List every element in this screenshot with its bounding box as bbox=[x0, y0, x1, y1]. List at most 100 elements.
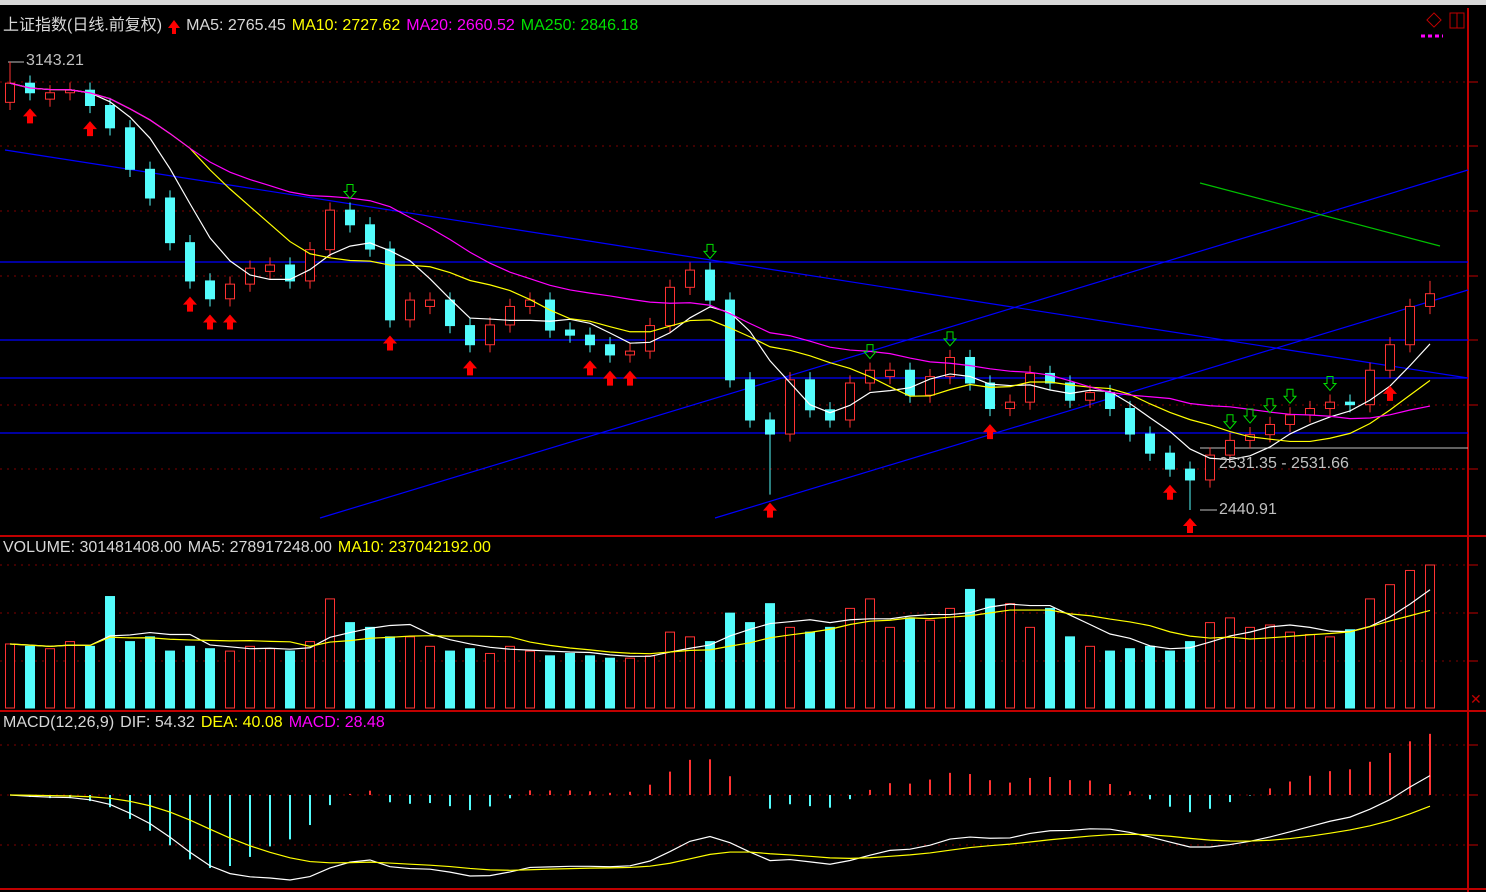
volume-bar bbox=[1305, 633, 1315, 709]
volume-bar bbox=[1005, 603, 1015, 709]
candle-body bbox=[445, 299, 455, 327]
ma10-line bbox=[9, 82, 1431, 443]
buy-arrow-icon bbox=[603, 370, 617, 386]
volume-bar bbox=[345, 622, 355, 709]
dif-value: DIF: 54.32 bbox=[120, 714, 195, 731]
volume-bar bbox=[1165, 650, 1175, 709]
candle-body bbox=[1045, 372, 1055, 384]
close-pane-icon: ✕ bbox=[1470, 691, 1482, 707]
candle-body bbox=[645, 325, 655, 352]
volume-bar bbox=[805, 631, 815, 709]
volume-bar bbox=[465, 648, 475, 709]
volume-bar bbox=[45, 648, 55, 709]
volume-ma10-line bbox=[9, 609, 1431, 655]
candle-body bbox=[625, 350, 635, 356]
volume-bar bbox=[985, 598, 995, 709]
buy-arrow-icon bbox=[463, 360, 477, 376]
volume-bar bbox=[205, 648, 215, 709]
volume-bar bbox=[265, 648, 275, 709]
candle-body bbox=[665, 286, 675, 327]
sell-arrow-icon bbox=[342, 183, 358, 200]
dif-line bbox=[9, 775, 1431, 881]
volume-bar bbox=[425, 645, 435, 709]
volume-ma10: MA10: 237042192.00 bbox=[337, 539, 491, 556]
candle-body bbox=[325, 209, 335, 251]
candle-body bbox=[585, 334, 595, 346]
candle-body bbox=[125, 127, 135, 170]
candle-body bbox=[605, 344, 615, 356]
volume-bar bbox=[1045, 607, 1055, 709]
volume-bar bbox=[705, 641, 715, 709]
candle-body bbox=[805, 379, 815, 411]
volume-ma5: MA5: 278917248.00 bbox=[187, 539, 332, 556]
buy-arrow-icon bbox=[203, 314, 217, 330]
candle-body bbox=[1225, 439, 1235, 456]
volume-bar bbox=[105, 596, 115, 709]
candle-body bbox=[365, 224, 375, 250]
buy-arrow-icon bbox=[1163, 484, 1177, 500]
up-arrow-icon bbox=[168, 20, 181, 34]
volume-bar bbox=[645, 655, 655, 709]
trend-line bbox=[319, 169, 1469, 519]
price-header: 上证指数(日线.前复权) MA5: 2765.45 MA10: 2727.62 MA2… bbox=[3, 11, 644, 35]
candle-body bbox=[1325, 401, 1335, 410]
candle-body bbox=[1425, 293, 1435, 307]
diamond-icon bbox=[1426, 12, 1442, 28]
volume-bar bbox=[5, 643, 15, 709]
volume-bar bbox=[1085, 645, 1095, 709]
index-title: 上证指数(日线.前复权) bbox=[3, 17, 163, 34]
candle-body bbox=[265, 264, 275, 272]
buy-arrow-icon bbox=[983, 424, 997, 440]
ma250-line bbox=[1199, 182, 1441, 247]
candle-body bbox=[845, 382, 855, 421]
volume-bar bbox=[825, 626, 835, 709]
buy-arrow-icon bbox=[583, 360, 597, 376]
candle-body bbox=[345, 209, 355, 226]
sell-arrow-icon bbox=[1242, 408, 1258, 424]
volume-bar bbox=[1285, 631, 1295, 709]
volume-bar bbox=[445, 650, 455, 709]
candle-body bbox=[1305, 408, 1315, 416]
volume-bar bbox=[865, 598, 875, 709]
volume-bar bbox=[325, 598, 335, 709]
candle-body bbox=[945, 356, 955, 378]
volume-bar bbox=[585, 655, 595, 709]
high-price-label: 3143.21 bbox=[26, 52, 84, 69]
candle-body bbox=[545, 299, 555, 331]
volume-bar bbox=[545, 655, 555, 709]
volume-bar bbox=[485, 652, 495, 709]
volume-bar bbox=[1125, 648, 1135, 709]
candle-body bbox=[45, 92, 55, 100]
candle-body bbox=[1025, 372, 1035, 403]
volume-bar bbox=[565, 652, 575, 709]
volume-bar bbox=[1205, 622, 1215, 709]
candle-body bbox=[385, 248, 395, 321]
candle-body bbox=[1005, 401, 1015, 410]
ma20-value: MA20: 2660.52 bbox=[406, 17, 515, 34]
volume-bar bbox=[785, 626, 795, 709]
ma250-value: MA250: 2846.18 bbox=[520, 17, 639, 34]
candle-body bbox=[1205, 454, 1215, 481]
macd-header: MACD(12,26,9) DIF: 54.32 DEA: 40.08 MACD: 2… bbox=[3, 714, 391, 732]
candle-body bbox=[165, 197, 175, 244]
volume-bar bbox=[1185, 641, 1195, 709]
macd-name: MACD(12,26,9) bbox=[3, 714, 115, 731]
buy-arrow-icon bbox=[1183, 518, 1197, 533]
volume-bar bbox=[505, 645, 515, 709]
candle-body bbox=[1105, 392, 1115, 410]
candle-body bbox=[425, 299, 435, 307]
candle-body bbox=[885, 369, 895, 378]
volume-header: VOLUME: 301481408.00 MA5: 278917248.00 MA1… bbox=[3, 539, 497, 557]
volume-bar bbox=[1245, 626, 1255, 709]
candle-body bbox=[1165, 452, 1175, 470]
volume-bar bbox=[405, 636, 415, 709]
candle-body bbox=[1405, 305, 1415, 346]
dea-line bbox=[9, 794, 1431, 871]
volume-bar bbox=[305, 641, 315, 709]
candle-body bbox=[1125, 408, 1135, 435]
volume-bar bbox=[145, 636, 155, 709]
volume-bar bbox=[365, 626, 375, 709]
volume-bar bbox=[665, 631, 675, 709]
sell-arrow-icon bbox=[1222, 414, 1238, 430]
